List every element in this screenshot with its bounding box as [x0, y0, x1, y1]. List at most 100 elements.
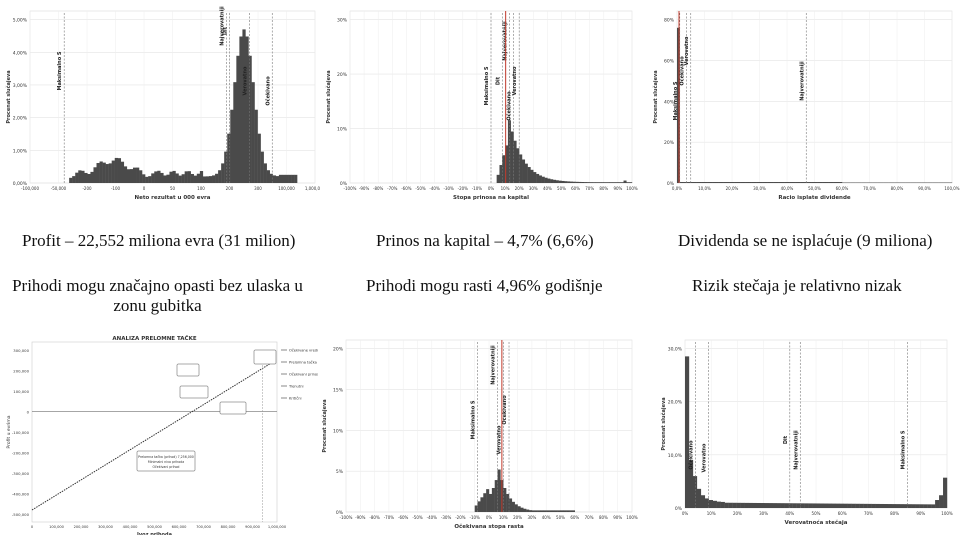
- bankruptcy-bar: [685, 356, 690, 508]
- roe-bar: [569, 181, 573, 183]
- growth-caption: Prihodi mogu rasti 4,96% godišnje: [366, 276, 603, 295]
- roe-marker-label: Maksimalno S: [484, 66, 490, 105]
- dividend-bar: [836, 182, 840, 183]
- growth-xtick: -40%: [427, 515, 438, 520]
- profit-bar: [129, 169, 134, 183]
- dividend-bar: [677, 27, 680, 183]
- profit-xtick: 200: [226, 186, 234, 191]
- roe-bar: [567, 181, 571, 183]
- bankruptcy-bar: [812, 503, 817, 508]
- roe-bar: [592, 182, 596, 183]
- roe-bar: [606, 182, 610, 183]
- breakeven-xtick: 800,000: [221, 525, 237, 529]
- dividend-bar: [811, 182, 815, 183]
- roe-bar: [505, 145, 509, 183]
- dividend-bar: [751, 182, 755, 183]
- dividend-bar: [814, 182, 818, 183]
- dividend-bar: [682, 182, 686, 183]
- dividend-xtick: 70,0%: [863, 186, 876, 191]
- roe-bar: [617, 182, 621, 183]
- profit-bar: [93, 167, 97, 183]
- growth-xtick: -100%: [340, 515, 353, 520]
- bankruptcy-bar: [816, 503, 821, 508]
- growth-xtick: -20%: [455, 515, 466, 520]
- roe-bar: [581, 182, 585, 183]
- roe-bar: [527, 167, 531, 183]
- dividend-xtick: 0,0%: [672, 186, 682, 191]
- bankruptcy-bar: [847, 503, 852, 508]
- bankruptcy-bar: [796, 503, 801, 508]
- bankruptcy-marker-label: Verovatno: [702, 443, 708, 472]
- breakeven-ytick: -200,000: [12, 451, 30, 456]
- bankruptcy-bar: [704, 498, 710, 508]
- roe-bar: [533, 172, 537, 183]
- roe-bar: [536, 173, 540, 183]
- roe-bar: [507, 120, 511, 183]
- roe-xtick: 70%: [585, 186, 594, 191]
- profit-bar: [178, 175, 182, 183]
- bankruptcy-bar: [879, 503, 884, 508]
- dividend-bar: [715, 182, 719, 183]
- roe-marker-label: Dit: [495, 76, 501, 85]
- profit-bar: [163, 175, 167, 183]
- profit-bar: [227, 133, 231, 183]
- breakeven-chart: ANALIZA PRELOMNE TAČKE 300,000 200,000 100,…: [6, 335, 320, 535]
- profit-marker-label: Dit: [223, 26, 229, 35]
- profit-bar: [154, 171, 158, 183]
- growth-xtick: 20%: [513, 515, 522, 520]
- income-caption: Prihodi mogu značajno opasti bez ulaska …: [12, 276, 303, 315]
- dividend-bar: [798, 182, 801, 183]
- dividend-xtick: 80,0%: [891, 186, 904, 191]
- profit-bar: [275, 176, 280, 183]
- growth-marker-label: Najverovatniji: [491, 345, 497, 385]
- profit-xtick: -100,000: [21, 186, 39, 191]
- dividend-bar: [809, 182, 812, 183]
- roe-xtick: -80%: [373, 186, 384, 191]
- bankruptcy-xlabel: Verovatnoća stečaja: [785, 519, 848, 526]
- roe-bar: [629, 182, 633, 183]
- bankruptcy-ytick: 20,0%: [668, 400, 683, 406]
- roe-bar: [513, 140, 517, 183]
- bankruptcy-bar: [744, 502, 749, 508]
- dividend-bar: [707, 182, 711, 183]
- breakeven-ytick: 200,000: [13, 369, 29, 374]
- breakeven-callout-box: [176, 363, 200, 377]
- dividend-bar: [688, 182, 691, 183]
- roe-xtick: 100%: [626, 186, 638, 191]
- roe-xtick: 60%: [571, 186, 580, 191]
- growth-xtick: 30%: [527, 515, 536, 520]
- bankruptcy-bar: [831, 503, 837, 508]
- profit-bar: [139, 170, 143, 183]
- breakeven-chart-panel: ANALIZA PRELOMNE TAČKE 300,000 200,000 100,…: [0, 330, 320, 535]
- breakeven-callout-text: Prelomna tačka (prihod) 7,256,000: [138, 455, 194, 459]
- bankruptcy-bar: [712, 500, 717, 508]
- breakeven-ytick: -300,000: [12, 471, 30, 476]
- roe-bar: [519, 154, 523, 183]
- roe-xtick: 80%: [599, 186, 608, 191]
- profit-bar: [269, 173, 274, 183]
- bankruptcy-ytick: 10,0%: [668, 453, 683, 459]
- growth-bar: [549, 510, 553, 512]
- profit-bar: [245, 36, 249, 183]
- bankruptcy-bar: [724, 502, 729, 508]
- dividend-bar: [734, 182, 738, 183]
- dividend-ytick: 40%: [664, 99, 675, 105]
- dividend-xtick: 50,0%: [808, 186, 821, 191]
- profit-xtick: 300: [254, 186, 262, 191]
- dividend-bar: [748, 182, 752, 183]
- dividend-xtick: 10,0%: [698, 186, 711, 191]
- dividend-bar: [693, 182, 697, 183]
- profit-bar: [288, 174, 292, 183]
- dividend-xtick: 40,0%: [781, 186, 794, 191]
- bankruptcy-xtick: 70%: [864, 511, 873, 516]
- dividend-bar: [704, 182, 708, 183]
- roe-bar: [612, 182, 616, 183]
- breakeven-ytick: 300,000: [13, 348, 29, 353]
- roe-xtick: -10%: [472, 186, 483, 191]
- profit-bar: [187, 171, 191, 183]
- dividend-bar: [789, 182, 793, 183]
- roe-bar: [572, 181, 576, 183]
- bankruptcy-xtick: 90%: [916, 511, 925, 516]
- breakeven-ytick: -500,000: [12, 512, 30, 517]
- bankruptcy-xtick: 40%: [785, 511, 794, 516]
